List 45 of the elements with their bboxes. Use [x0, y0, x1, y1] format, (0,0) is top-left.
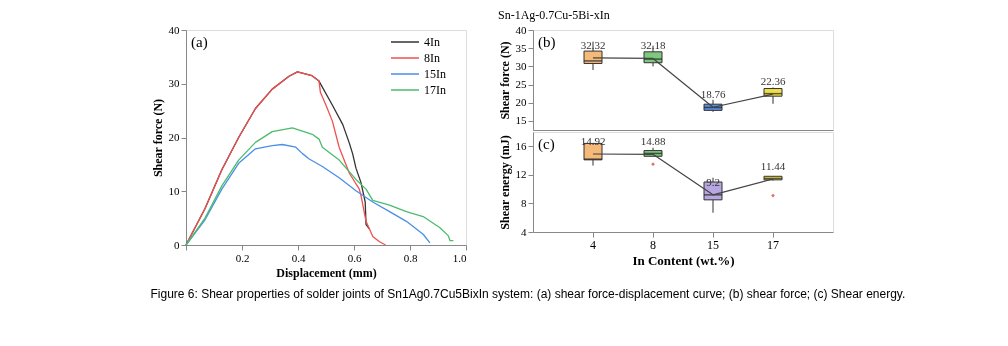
- y-tick-label: 16: [515, 139, 527, 152]
- y-tick-label: 4: [521, 225, 527, 238]
- annotation: (a): [191, 34, 208, 51]
- y-axis-title: Shear force (N): [150, 98, 165, 178]
- data-label: 11.44: [760, 159, 786, 172]
- x-tick-label: 0.8: [403, 251, 418, 264]
- y-tick-label: 35: [515, 41, 527, 54]
- legend-label: 15In: [424, 67, 446, 81]
- y-tick-label: 15: [515, 114, 527, 127]
- y-tick-label: 20: [515, 96, 527, 109]
- data-label: 22.36: [760, 75, 786, 88]
- y-tick-label: 12: [515, 168, 527, 181]
- y-tick-label: 0: [174, 238, 180, 251]
- y-tick-label: 40: [515, 23, 527, 36]
- x-axis-title: Displacement (mm): [276, 265, 377, 280]
- data-label: 14.88: [640, 135, 666, 148]
- y-tick-label: 40: [168, 23, 180, 36]
- legend-label: 4In: [424, 35, 440, 49]
- y-tick-label: 30: [515, 59, 527, 72]
- data-label: 32.32: [580, 38, 606, 51]
- x-tick-label: 8: [650, 237, 656, 252]
- x-tick-label: 0.6: [347, 251, 362, 264]
- data-label: 9.2: [706, 175, 720, 188]
- x-tick-label: 15: [707, 237, 719, 252]
- x-tick-label: 4: [590, 237, 596, 252]
- data-label: 32.18: [640, 39, 666, 52]
- y-tick-label: 10: [168, 184, 180, 197]
- legend-label: 17In: [424, 83, 446, 97]
- x-tick-label: 0.4: [291, 251, 306, 264]
- y-tick-label: 30: [168, 77, 180, 90]
- x-tick-label: 1.0: [452, 251, 467, 264]
- annotation: (c): [538, 136, 555, 153]
- x-tick-label: 17: [767, 237, 779, 252]
- y-tick-label: 25: [515, 78, 527, 91]
- caption: Figure 6: Shear properties of solder joints of Sn1Ag0.7Cu5BixIn system: (a) shear force-displacement curve; (b) shear force; (c) Shear energy.: [150, 286, 906, 301]
- x-tick-label: 0.2: [235, 251, 250, 264]
- chart-title: Sn-1Ag-0.7Cu-5Bi-xIn: [498, 8, 610, 22]
- data-label: 18.76: [700, 88, 726, 101]
- y-axis-title: Shear energy (mJ): [497, 135, 512, 230]
- y-tick-label: 20: [168, 131, 180, 143]
- x-axis-title: In Content (wt.%): [632, 252, 735, 268]
- y-axis-title: Shear force (N): [497, 41, 512, 120]
- legend-label: 8In: [424, 51, 440, 65]
- annotation: (b): [538, 34, 556, 51]
- y-tick-label: 8: [521, 196, 527, 209]
